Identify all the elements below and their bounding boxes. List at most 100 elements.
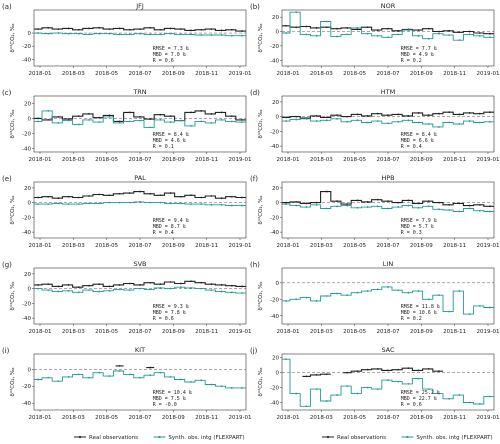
data-point	[376, 288, 379, 291]
panel-label: (e)	[2, 175, 12, 183]
data-point	[478, 403, 481, 405]
y-tick-label: -40	[22, 316, 31, 322]
data-point	[190, 203, 192, 206]
data-point	[159, 283, 162, 286]
x-tick-label: 2018-07	[377, 243, 400, 249]
x-tick-label: 2018-03	[62, 157, 85, 163]
data-point	[315, 300, 318, 302]
stats-text: MBD = 5.7 ‰	[401, 224, 435, 230]
data-point	[47, 289, 50, 292]
data-point	[37, 378, 39, 381]
y-tick-label: -20	[270, 215, 279, 221]
data-point	[325, 116, 328, 119]
x-tick-label: 2018-09	[162, 157, 185, 163]
data-point	[427, 368, 430, 370]
data-point	[139, 284, 141, 286]
data-point	[37, 117, 39, 120]
data-point	[77, 123, 80, 126]
data-point	[356, 206, 359, 209]
data-point	[366, 368, 369, 371]
data-point	[325, 26, 328, 29]
y-tick-label: -40	[270, 314, 279, 320]
data-point	[179, 282, 182, 285]
panel-sac: (j) SAC 20 0 -20 -40 δ¹³CO₂, ‰ 2018-01 2018-03 20…	[250, 346, 499, 421]
data-point	[57, 380, 60, 383]
x-tick-label: 2018-11	[195, 71, 218, 77]
data-point	[77, 373, 80, 376]
stats-text: MBD = 4.9 ‰	[401, 52, 435, 58]
y-tick-label: -20	[22, 384, 31, 390]
data-point	[230, 204, 233, 207]
data-point	[468, 120, 471, 122]
legend-marker	[326, 435, 330, 439]
y-tick-label: 0	[276, 115, 280, 121]
panel-htm: (d) HTM 20 0 -20 -40 δ¹³CO₂, ‰ 2018-01 2018-03 20…	[250, 88, 499, 163]
stats-text: MBD = 7.0 ‰	[153, 52, 187, 58]
data-point	[210, 203, 213, 206]
data-point	[438, 208, 440, 211]
x-tick-label: 2019-01	[477, 157, 500, 163]
x-tick-label: 2018-01	[277, 157, 300, 163]
data-point	[169, 287, 172, 290]
data-point	[179, 28, 182, 31]
x-tick-label: 2018-05	[95, 243, 118, 249]
x-tick-label: 2018-07	[377, 71, 400, 77]
data-point	[241, 204, 243, 207]
data-point	[346, 115, 349, 118]
x-tick-label: 2018-01	[277, 243, 300, 249]
data-point	[200, 281, 203, 284]
data-point	[325, 119, 328, 122]
series-line-1	[34, 370, 246, 389]
data-point	[159, 33, 162, 36]
data-point	[98, 202, 101, 205]
data-point	[295, 200, 298, 203]
data-point	[77, 32, 80, 35]
stats-text: RMSE = 7.7 ‰	[401, 46, 438, 52]
data-point	[397, 201, 400, 204]
x-tick-label: 2018-11	[443, 415, 466, 421]
panel-label: (c)	[2, 89, 12, 97]
data-point	[77, 115, 80, 118]
data-point	[325, 190, 328, 193]
panel-jfj: (a) JFJ 0 -20 -40 δ¹³CO₂, ‰ 2018-01 2018-03 2018…	[2, 2, 251, 77]
data-point	[376, 205, 379, 208]
x-tick-label: 2018-09	[410, 329, 433, 335]
y-axis-label: δ¹³CO₂, ‰	[9, 195, 16, 225]
data-point	[67, 27, 70, 30]
data-point	[478, 34, 481, 37]
data-point	[77, 286, 80, 289]
data-point	[37, 284, 39, 286]
data-point	[438, 126, 440, 128]
series-line-1	[34, 110, 246, 128]
data-point	[397, 206, 400, 208]
x-tick-label: 2018-03	[62, 71, 85, 77]
y-tick-label: -40	[270, 58, 279, 64]
panel-title: HPB	[381, 174, 394, 182]
data-point	[336, 205, 338, 208]
data-point	[387, 369, 389, 372]
y-tick-label: -20	[270, 44, 279, 50]
x-tick-label: 2018-01	[29, 157, 52, 163]
data-point	[285, 358, 287, 361]
panel-label: (i)	[2, 347, 10, 355]
data-point	[458, 123, 461, 125]
data-point	[241, 34, 243, 37]
stats-text: MBD = 7.8 ‰	[153, 310, 187, 316]
data-point	[47, 203, 50, 206]
data-point	[315, 34, 318, 37]
data-point	[230, 34, 233, 37]
data-point	[305, 375, 308, 378]
data-point	[438, 392, 440, 395]
y-axis-label: δ¹³CO₂, ‰	[257, 195, 264, 225]
data-point	[325, 400, 328, 402]
data-point	[230, 291, 233, 294]
stats-text: MBD = 10.6 ‰	[401, 310, 438, 316]
data-point	[220, 197, 223, 200]
x-tick-label: 2018-07	[129, 243, 152, 249]
legend-right: Real observations Synth. obs. intg (FLEXP…	[322, 435, 493, 441]
data-point	[220, 34, 223, 36]
data-point	[118, 192, 121, 195]
data-point	[448, 203, 451, 206]
data-point	[315, 203, 318, 206]
data-point	[417, 34, 420, 37]
